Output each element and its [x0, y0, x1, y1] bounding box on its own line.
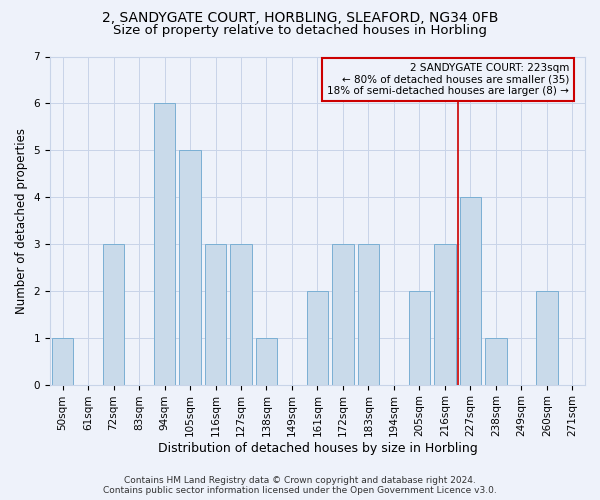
Bar: [485, 338, 506, 384]
X-axis label: Distribution of detached houses by size in Horbling: Distribution of detached houses by size …: [158, 442, 478, 455]
Bar: [536, 291, 557, 384]
Bar: [358, 244, 379, 384]
Bar: [460, 197, 481, 384]
Text: 2 SANDYGATE COURT: 223sqm
← 80% of detached houses are smaller (35)
18% of semi-: 2 SANDYGATE COURT: 223sqm ← 80% of detac…: [327, 63, 569, 96]
Bar: [409, 291, 430, 384]
Bar: [52, 338, 73, 384]
Text: Size of property relative to detached houses in Horbling: Size of property relative to detached ho…: [113, 24, 487, 37]
Bar: [434, 244, 455, 384]
Text: Contains HM Land Registry data © Crown copyright and database right 2024.
Contai: Contains HM Land Registry data © Crown c…: [103, 476, 497, 495]
Bar: [230, 244, 252, 384]
Text: 2, SANDYGATE COURT, HORBLING, SLEAFORD, NG34 0FB: 2, SANDYGATE COURT, HORBLING, SLEAFORD, …: [102, 11, 498, 25]
Bar: [332, 244, 354, 384]
Bar: [154, 104, 175, 384]
Bar: [205, 244, 226, 384]
Y-axis label: Number of detached properties: Number of detached properties: [15, 128, 28, 314]
Bar: [307, 291, 328, 384]
Bar: [256, 338, 277, 384]
Bar: [103, 244, 124, 384]
Bar: [179, 150, 201, 384]
